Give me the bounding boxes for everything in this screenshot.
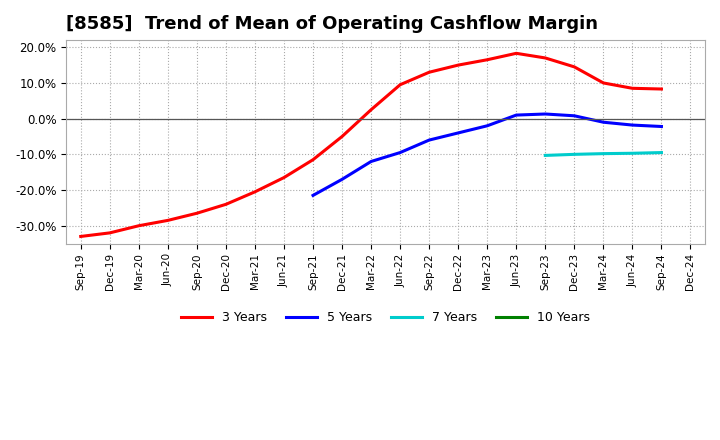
5 Years xyxy=(425,137,433,143)
3 Years xyxy=(454,62,462,68)
5 Years xyxy=(309,193,318,198)
3 Years xyxy=(512,51,521,56)
Line: 5 Years: 5 Years xyxy=(313,114,662,195)
5 Years xyxy=(366,159,375,164)
3 Years xyxy=(163,218,172,223)
3 Years xyxy=(309,157,318,162)
5 Years xyxy=(657,124,666,129)
5 Years xyxy=(570,113,579,118)
5 Years xyxy=(599,120,608,125)
5 Years xyxy=(338,177,346,182)
7 Years xyxy=(541,153,549,158)
5 Years xyxy=(541,111,549,117)
3 Years xyxy=(222,202,230,207)
3 Years xyxy=(192,211,201,216)
3 Years xyxy=(570,64,579,70)
Line: 7 Years: 7 Years xyxy=(545,153,662,155)
7 Years xyxy=(599,151,608,156)
7 Years xyxy=(570,152,579,157)
5 Years xyxy=(483,123,492,128)
3 Years xyxy=(483,57,492,62)
3 Years xyxy=(396,82,405,88)
5 Years xyxy=(628,122,636,128)
3 Years xyxy=(628,86,636,91)
Legend: 3 Years, 5 Years, 7 Years, 10 Years: 3 Years, 5 Years, 7 Years, 10 Years xyxy=(176,306,595,329)
3 Years xyxy=(425,70,433,75)
7 Years xyxy=(628,150,636,156)
3 Years xyxy=(338,134,346,139)
7 Years xyxy=(657,150,666,155)
3 Years xyxy=(599,81,608,86)
Line: 3 Years: 3 Years xyxy=(81,53,662,236)
3 Years xyxy=(657,86,666,92)
3 Years xyxy=(251,189,259,194)
3 Years xyxy=(279,175,288,180)
3 Years xyxy=(76,234,85,239)
5 Years xyxy=(454,130,462,136)
3 Years xyxy=(105,230,114,235)
3 Years xyxy=(366,107,375,112)
Text: [8585]  Trend of Mean of Operating Cashflow Margin: [8585] Trend of Mean of Operating Cashfl… xyxy=(66,15,598,33)
3 Years xyxy=(541,55,549,61)
5 Years xyxy=(512,113,521,118)
5 Years xyxy=(396,150,405,155)
3 Years xyxy=(135,223,143,228)
